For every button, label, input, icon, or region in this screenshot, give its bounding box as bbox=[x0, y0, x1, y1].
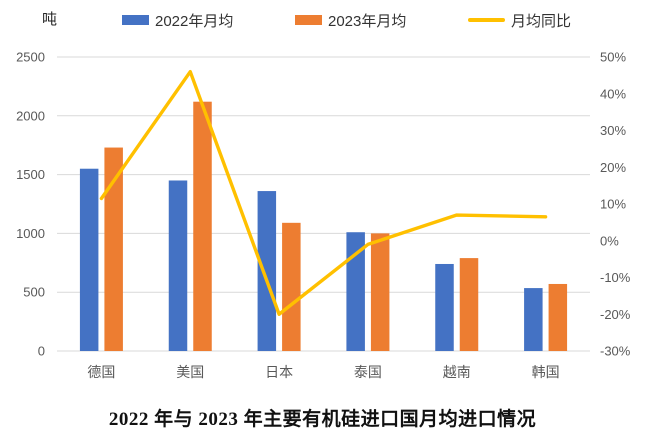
right-axis-tick: 50% bbox=[600, 50, 626, 65]
bar-2022年月均-泰国 bbox=[346, 232, 365, 351]
right-axis-tick: -20% bbox=[600, 307, 631, 322]
right-axis-tick: 30% bbox=[600, 123, 626, 138]
legend-label-2022: 2022年月均 bbox=[155, 12, 234, 30]
bar-2022年月均-韩国 bbox=[524, 288, 543, 351]
category-label-泰国: 泰国 bbox=[354, 364, 382, 380]
left-axis-tick: 2500 bbox=[16, 50, 45, 65]
chart-title: 2022 年与 2023 年主要有机硅进口国月均进口情况 bbox=[108, 409, 537, 430]
bar-2023年月均-泰国 bbox=[370, 233, 390, 351]
bar-2022年月均-越南 bbox=[435, 263, 454, 351]
bar-2022年月均-德国 bbox=[79, 168, 99, 351]
combo-chart: 2500 2000 1500 1000 500 0 50% 40% 30% 20% 10% 0% -10… bbox=[16, 50, 631, 381]
left-axis-tick: 1000 bbox=[16, 226, 45, 241]
legend-line-swatch-yoy bbox=[468, 18, 505, 22]
legend-label-2023: 2023年月均 bbox=[328, 12, 407, 30]
left-axis-tick: 0 bbox=[38, 344, 45, 359]
right-axis-tick: 20% bbox=[600, 160, 626, 175]
left-axis-tick: 1500 bbox=[16, 167, 45, 182]
legend-bar-swatch-2022 bbox=[122, 15, 149, 25]
category-label-美国: 美国 bbox=[176, 364, 204, 380]
legend-item-2023: 2023年月均 bbox=[295, 10, 406, 30]
left-axis-unit-label: 吨 bbox=[42, 11, 58, 28]
bar-2023年月均-德国 bbox=[104, 147, 123, 351]
category-label-韩国: 韩国 bbox=[532, 364, 560, 380]
category-label-越南: 越南 bbox=[443, 364, 471, 380]
bar-2023年月均-日本 bbox=[282, 222, 301, 351]
right-axis-tick: -10% bbox=[600, 270, 631, 285]
bar-2023年月均-韩国 bbox=[548, 283, 568, 351]
bar-2022年月均-日本 bbox=[257, 191, 277, 351]
bar-2023年月均-美国 bbox=[193, 101, 212, 351]
right-axis-tick: -30% bbox=[600, 344, 631, 359]
bar-2022年月均-美国 bbox=[168, 180, 188, 351]
right-axis-tick: 10% bbox=[600, 197, 626, 212]
category-label-德国: 德国 bbox=[87, 364, 115, 380]
right-axis-tick: 40% bbox=[600, 86, 626, 101]
right-axis-tick: 0% bbox=[600, 233, 619, 248]
legend-item-yoy: 月均同比 bbox=[468, 10, 571, 30]
legend-bar-swatch-2023 bbox=[295, 15, 322, 25]
legend-item-2022: 2022年月均 bbox=[122, 10, 233, 30]
bar-2023年月均-越南 bbox=[459, 258, 479, 351]
category-label-日本: 日本 bbox=[265, 364, 293, 380]
left-axis-tick: 500 bbox=[23, 285, 45, 300]
yoy-line bbox=[99, 69, 548, 316]
legend-label-yoy: 月均同比 bbox=[511, 12, 572, 30]
left-axis-tick: 2000 bbox=[16, 108, 45, 123]
